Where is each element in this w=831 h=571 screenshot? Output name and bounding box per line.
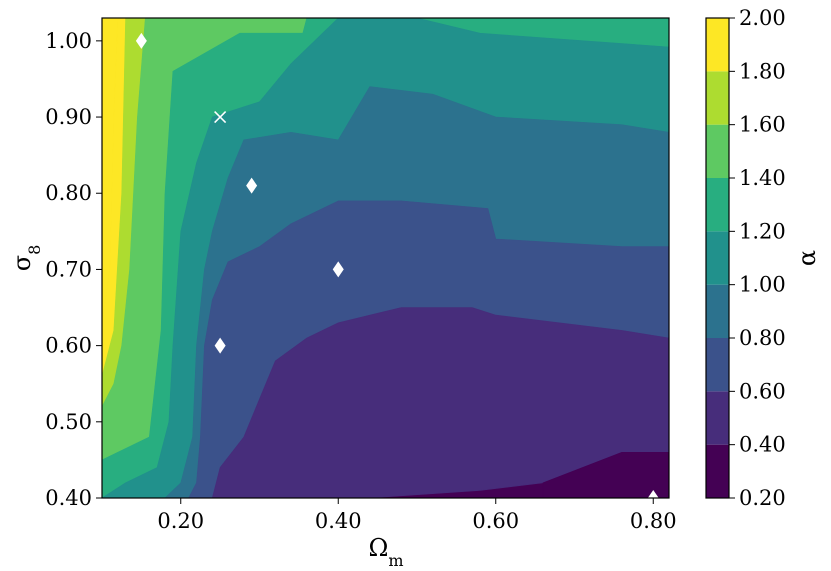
colorbar-ticks: 0.20 0.40 0.60 0.80 1.00 1.20 1.40 1.60 1.80 2.00 bbox=[729, 6, 786, 510]
x-tick-label: 0.80 bbox=[630, 509, 677, 533]
plot-frame bbox=[101, 17, 670, 499]
colorbar-tick-label: 0.40 bbox=[739, 433, 786, 457]
cross-marker-1 bbox=[214, 110, 227, 124]
contour-regions bbox=[102, 18, 669, 498]
diamond-marker-0 bbox=[135, 32, 147, 49]
y-tick-label: 0.40 bbox=[45, 486, 92, 510]
y-tick-label: 0.80 bbox=[45, 181, 92, 205]
colorbar-band bbox=[706, 124, 729, 178]
y-axis-ticks: 0.40 0.50 0.60 0.70 0.80 0.90 1.00 bbox=[45, 29, 102, 510]
y-tick-label: 0.50 bbox=[45, 410, 92, 434]
colorbar-band bbox=[706, 71, 729, 125]
x-tick-label: 0.60 bbox=[472, 509, 519, 533]
colorbar-tick-label: 0.60 bbox=[739, 379, 786, 403]
colorbar-tick-label: 0.80 bbox=[739, 326, 786, 350]
colorbar-frame bbox=[705, 17, 730, 499]
colorbar-tick-label: 1.80 bbox=[739, 59, 786, 83]
contour-region-8 bbox=[211, 307, 669, 498]
colorbar-band bbox=[706, 284, 729, 338]
y-tick-label: 0.90 bbox=[45, 105, 92, 129]
colorbar-band bbox=[706, 231, 729, 285]
colorbar bbox=[706, 18, 729, 498]
colorbar-tick-label: 2.00 bbox=[739, 6, 786, 30]
point-markers bbox=[135, 32, 659, 498]
colorbar-tick-label: 0.20 bbox=[739, 486, 786, 510]
diamond-marker-3 bbox=[332, 261, 344, 278]
x-axis-label: Ωm bbox=[368, 534, 403, 570]
colorbar-band bbox=[706, 338, 729, 392]
colorbar-tick-label: 1.60 bbox=[739, 113, 786, 137]
x-tick-label: 0.40 bbox=[315, 509, 362, 533]
x-axis-ticks: 0.20 0.40 0.60 0.80 bbox=[157, 498, 677, 533]
diamond-marker-4 bbox=[214, 337, 226, 354]
colorbar-tick-label: 1.40 bbox=[739, 166, 786, 190]
diamond-marker-2 bbox=[246, 177, 258, 194]
y-tick-label: 0.70 bbox=[45, 257, 92, 281]
y-tick-label: 1.00 bbox=[45, 29, 92, 53]
colorbar-band bbox=[706, 18, 729, 72]
colorbar-label: α bbox=[793, 250, 821, 266]
colorbar-band bbox=[706, 178, 729, 232]
diamond-marker-5 bbox=[647, 490, 659, 498]
x-tick-label: 0.20 bbox=[157, 509, 204, 533]
contour-region-9 bbox=[542, 451, 669, 498]
colorbar-tick-label: 1.00 bbox=[739, 273, 786, 297]
colorbar-band bbox=[706, 391, 729, 445]
colorbar-tick-label: 1.20 bbox=[739, 219, 786, 243]
y-tick-label: 0.60 bbox=[45, 334, 92, 358]
y-axis-label: σ8 bbox=[8, 245, 44, 272]
colorbar-band bbox=[706, 444, 729, 498]
